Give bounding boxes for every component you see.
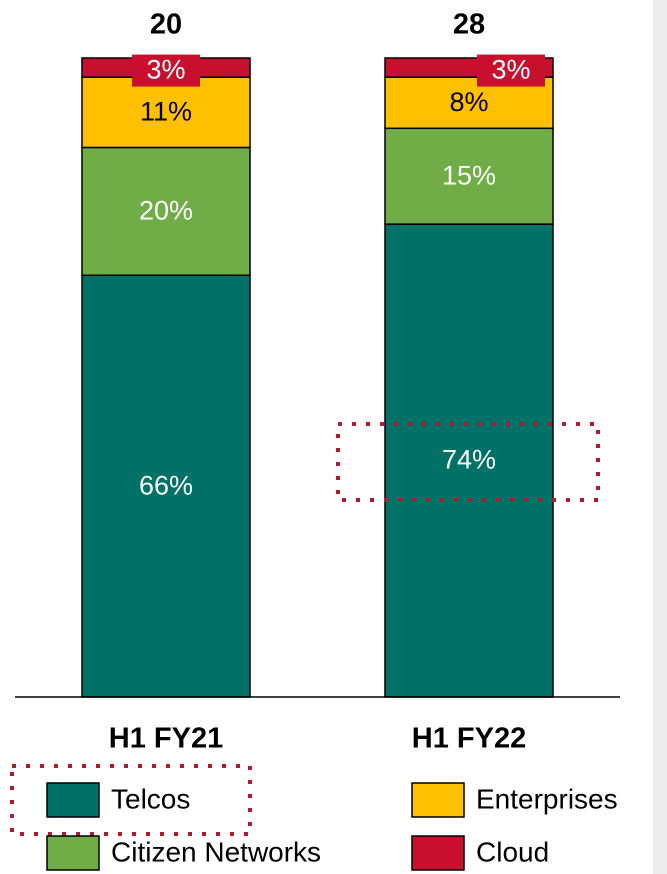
highlight-box xyxy=(10,764,252,836)
legend-swatch xyxy=(411,782,465,818)
bar-segment xyxy=(81,146,251,277)
value-label-bg xyxy=(132,54,200,87)
value-label: 3% xyxy=(146,55,185,85)
value-label: 15% xyxy=(442,160,496,190)
legend-label: Cloud xyxy=(476,836,549,867)
total-label: 28 xyxy=(453,9,485,41)
highlight-box xyxy=(336,422,600,502)
value-label-bg xyxy=(477,54,545,87)
value-label: 11% xyxy=(140,96,192,126)
value-label: 20% xyxy=(139,195,193,225)
legend-label: Enterprises xyxy=(476,783,618,814)
bar-segment xyxy=(81,274,251,698)
legend-swatch xyxy=(46,782,100,818)
legend-label: Telcos xyxy=(111,783,190,814)
total-label: 20 xyxy=(150,9,182,41)
value-label: 8% xyxy=(449,87,488,117)
scrollbar xyxy=(653,0,667,874)
value-label: 74% xyxy=(442,445,496,475)
value-label: 3% xyxy=(491,55,530,85)
legend-swatch xyxy=(46,835,100,871)
legend-swatch xyxy=(411,835,465,871)
x-tick-label: H1 FY22 xyxy=(412,723,526,755)
bar-segment xyxy=(384,127,554,225)
x-tick-label: H1 FY21 xyxy=(109,723,223,755)
legend-label: Citizen Networks xyxy=(111,836,321,867)
value-label: 66% xyxy=(139,470,193,500)
